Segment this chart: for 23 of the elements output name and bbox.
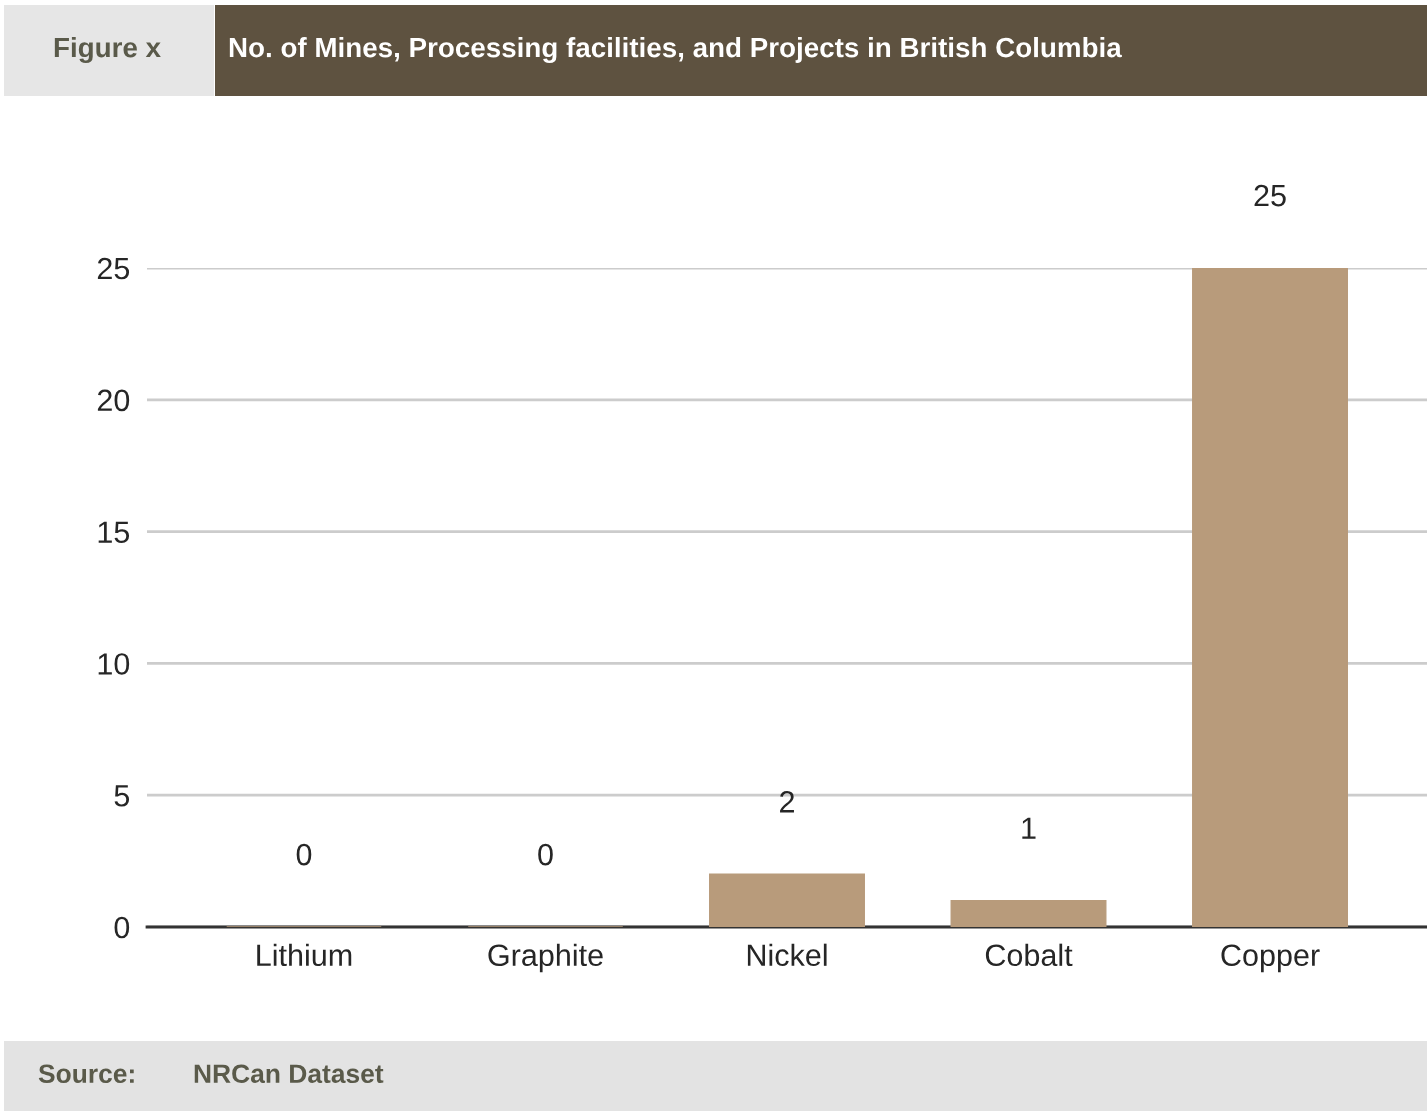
bar	[709, 873, 865, 927]
source-note: Source:	[38, 1064, 134, 1084]
y-tick-label: 25	[97, 257, 130, 280]
data-label: 2	[780, 791, 794, 813]
x-tick-label: Copper	[1221, 944, 1320, 973]
x-tick-label: Lithium	[257, 943, 352, 967]
x-tick-label: Cobalt	[985, 943, 1073, 967]
data-label: 25	[1254, 184, 1286, 207]
x-tick-label: Nickel	[747, 943, 827, 967]
text: Figure x	[54, 36, 161, 64]
data-label: 1	[1022, 817, 1036, 839]
bar	[950, 899, 1107, 927]
y-tick-label: 20	[97, 389, 130, 412]
bar	[1192, 268, 1348, 927]
text: NRCan Dataset	[194, 1064, 384, 1084]
y-tick-label: 15	[98, 521, 130, 543]
chart-title: No. of Mines, Processing facilities, and Projects in British Columbia	[229, 36, 1122, 64]
y-tick-label: 0	[114, 916, 130, 939]
data-label: 0	[538, 843, 553, 866]
y-tick-label: 10	[98, 653, 130, 675]
y-tick-label: 5	[114, 785, 130, 807]
data-label: 0	[296, 843, 312, 866]
x-tick-label: Graphite	[488, 943, 603, 973]
